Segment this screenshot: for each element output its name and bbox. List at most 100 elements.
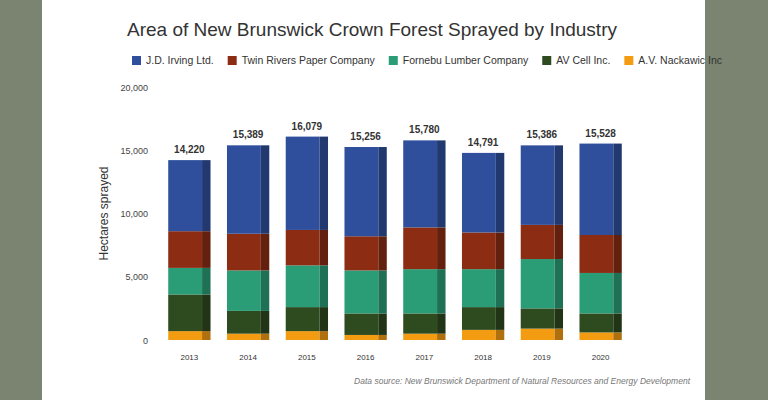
- total-label: 15,528: [585, 128, 616, 139]
- x-tick-label: 2019: [533, 353, 551, 362]
- bar-side: [261, 311, 269, 334]
- bar-side: [496, 330, 504, 340]
- bar-side: [320, 307, 328, 331]
- bar-segment: [403, 269, 437, 313]
- bar-side: [202, 160, 210, 231]
- legend-label: AV Cell Inc.: [556, 54, 610, 66]
- legend-item: AV Cell Inc.: [542, 54, 610, 66]
- bar-segment: [227, 334, 261, 340]
- legend-swatch: [228, 56, 237, 65]
- legend-swatch: [542, 56, 551, 65]
- y-tick: [156, 87, 159, 88]
- bar-segment: [462, 330, 496, 340]
- legend-item: J.D. Irving Ltd.: [132, 54, 214, 66]
- bar-side: [555, 225, 563, 259]
- bar-segment: [227, 311, 261, 334]
- y-tick: [156, 213, 159, 214]
- bar-segment: [286, 265, 320, 307]
- bar-side: [437, 334, 445, 340]
- bar-segment: [579, 273, 613, 313]
- bar-side: [437, 140, 445, 227]
- bar-segment: [403, 140, 437, 227]
- total-label: 16,079: [292, 121, 323, 132]
- bar-side: [613, 144, 621, 235]
- bar-side: [320, 137, 328, 230]
- bar-segment: [168, 268, 202, 295]
- bar-segment: [227, 145, 261, 233]
- bar-side: [613, 332, 621, 340]
- title: Area of New Brunswick Crown Forest Spray…: [127, 19, 617, 40]
- bar-segment: [462, 232, 496, 269]
- y-axis-label: Hectares sprayed: [97, 166, 111, 260]
- bar-side: [320, 230, 328, 265]
- x-tick-label: 2017: [415, 353, 433, 362]
- bar-side: [496, 153, 504, 233]
- y-tick-label: 5,000: [125, 272, 148, 282]
- bar-segment: [344, 147, 378, 236]
- total-label: 14,791: [468, 137, 499, 148]
- bar-segment: [227, 234, 261, 271]
- legend-item: A.V. Nackawic Inc: [624, 54, 722, 66]
- bar-segment: [227, 270, 261, 310]
- y-tick-label: 20,000: [120, 83, 148, 93]
- y-tick: [156, 150, 159, 151]
- bar-segment: [521, 329, 555, 340]
- bar-segment: [286, 331, 320, 340]
- source: Data source: New Brunswick Department of…: [354, 376, 691, 386]
- bar-segment: [403, 313, 437, 333]
- background: [0, 0, 768, 400]
- legend-item: Fornebu Lumber Company: [389, 54, 529, 66]
- y-tick: [156, 276, 159, 277]
- bar-segment: [168, 294, 202, 331]
- y-tick-label: 0: [143, 336, 148, 346]
- bar-segment: [286, 307, 320, 331]
- bar-side: [261, 334, 269, 340]
- legend-swatch: [624, 56, 633, 65]
- x-tick-label: 2013: [180, 353, 198, 362]
- bar-segment: [462, 269, 496, 307]
- bar-segment: [286, 230, 320, 265]
- bar-segment: [579, 235, 613, 273]
- bar-side: [555, 308, 563, 328]
- bar-side: [378, 236, 386, 270]
- bar-side: [437, 269, 445, 313]
- bar-side: [261, 270, 269, 310]
- bar-segment: [344, 270, 378, 313]
- bar-side: [320, 331, 328, 340]
- bar-side: [496, 269, 504, 307]
- bar-side: [555, 145, 563, 225]
- bar-segment: [286, 137, 320, 230]
- chart: Area of New Brunswick Crown Forest Spray…: [0, 0, 768, 400]
- legend-label: J.D. Irving Ltd.: [146, 54, 214, 66]
- bar-side: [378, 335, 386, 340]
- legend-swatch: [132, 56, 141, 65]
- bar-side: [496, 232, 504, 269]
- y-tick-label: 15,000: [120, 146, 148, 156]
- bar-segment: [168, 331, 202, 340]
- legend-swatch: [389, 56, 398, 65]
- bar-segment: [521, 225, 555, 259]
- bar-side: [202, 268, 210, 295]
- y-tick: [156, 340, 159, 341]
- total-label: 15,386: [527, 129, 558, 140]
- legend-item: Twin Rivers Paper Company: [228, 54, 376, 66]
- bar-segment: [168, 160, 202, 231]
- bar-segment: [344, 313, 378, 335]
- bar-side: [320, 265, 328, 307]
- legend-label: Fornebu Lumber Company: [403, 54, 529, 66]
- bar-segment: [462, 307, 496, 330]
- bar-side: [613, 273, 621, 313]
- bar-segment: [403, 227, 437, 269]
- bar-side: [261, 145, 269, 233]
- x-tick-label: 2018: [474, 353, 492, 362]
- bar-side: [202, 231, 210, 268]
- bars: [168, 137, 622, 340]
- bar-side: [202, 331, 210, 340]
- bar-segment: [344, 335, 378, 340]
- bar-segment: [521, 308, 555, 328]
- total-label: 15,256: [350, 131, 381, 142]
- legend-label: Twin Rivers Paper Company: [242, 54, 376, 66]
- bar-side: [437, 313, 445, 333]
- bar-segment: [579, 332, 613, 340]
- x-tick-label: 2015: [298, 353, 316, 362]
